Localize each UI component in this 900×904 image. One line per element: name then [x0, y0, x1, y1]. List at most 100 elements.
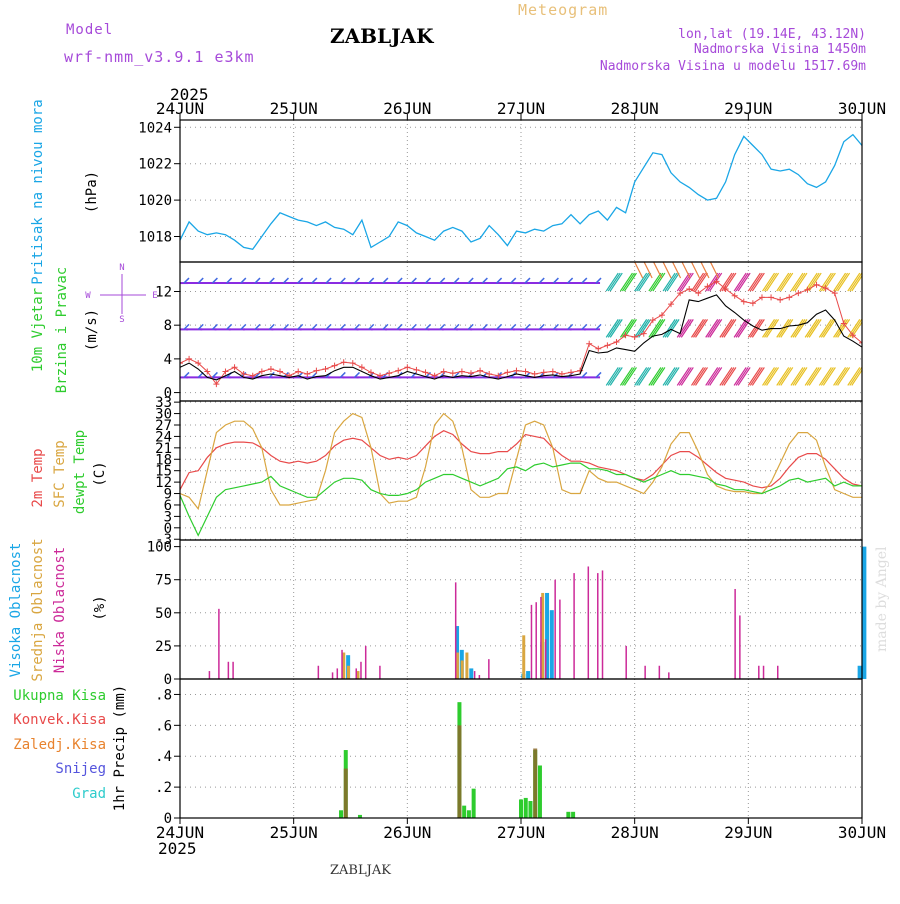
- wind-barb-hatch: [822, 319, 836, 338]
- wind-barb-hatch: [818, 319, 832, 338]
- wind-gust-marker: [377, 372, 384, 379]
- wind-yunit: (m/s): [84, 309, 100, 351]
- wind-gust-marker: [786, 294, 793, 301]
- axes-layer: 101810201022102404812-303691215182124273…: [138, 99, 886, 842]
- xtick-label-bottom: 27JUN: [497, 823, 545, 842]
- precip-total-bar: [566, 811, 571, 818]
- wind-barb-hatch: [861, 289, 862, 292]
- cloud-low-bar: [473, 671, 476, 679]
- wind-barb-flag: [268, 277, 275, 284]
- wind-barb-flag: [481, 323, 488, 330]
- wind-barb-flag: [197, 323, 204, 330]
- wind-barb-hatch: [818, 272, 832, 292]
- wind-barb-hatch: [609, 319, 623, 338]
- wind-barb-flag: [581, 323, 588, 330]
- wind-gust-marker: [440, 368, 447, 375]
- wind-gust-marker: [831, 290, 838, 297]
- wind-barb-hatch: [835, 319, 849, 338]
- wind-gust-marker: [531, 371, 538, 378]
- wind-barb-hatch: [866, 319, 878, 337]
- wind-barb-hatch: [780, 272, 794, 292]
- wind-barb-hatch: [820, 367, 834, 386]
- wind-barb-flag: [510, 323, 517, 330]
- ytick-label: .2: [155, 780, 172, 796]
- wind-barb-hatch: [806, 367, 820, 386]
- wind-barb-hatch: [721, 319, 735, 338]
- wind-gust-marker: [768, 294, 775, 301]
- wind-barb-hatch: [621, 319, 635, 338]
- xtick-label-bottom: 25JUN: [270, 823, 318, 842]
- wind-barb-hatch: [623, 367, 637, 386]
- coords-label: lon,lat (19.14E, 43.12N): [678, 27, 866, 42]
- wind-barb-hatch: [849, 367, 862, 386]
- wind-barb-hatch: [719, 367, 733, 386]
- wind-gust-marker: [513, 367, 520, 374]
- wind-barb-hatch: [709, 262, 719, 279]
- model-elevation-label: Nadmorska Visina u modelu 1517.69m: [600, 59, 866, 74]
- wind-barb-hatch: [762, 272, 776, 292]
- wind-barb-hatch: [820, 319, 834, 338]
- wind-gust-marker: [222, 368, 229, 375]
- model-label: Model: [66, 22, 113, 38]
- wind-barb-flag: [211, 323, 218, 330]
- wind-barb-hatch: [691, 367, 704, 386]
- wind-gust-marker: [467, 370, 474, 377]
- wind-barb-flag: [567, 277, 574, 284]
- cloud-mid-bar: [455, 652, 459, 679]
- wind-barb-hatch: [864, 367, 876, 385]
- ytick-label: 8: [164, 318, 172, 334]
- wind-barb-hatch: [723, 367, 737, 386]
- wind-gust-marker: [258, 368, 265, 375]
- cloud-low-bar: [573, 573, 575, 679]
- xtick-label-bottom: 24JUN: [156, 823, 204, 842]
- wind-gust-marker: [240, 371, 247, 378]
- xtick-label-top: 29JUN: [724, 99, 772, 118]
- ytick-label: 75: [155, 573, 172, 589]
- cloud-low-bar: [644, 665, 646, 679]
- wind-barb-hatch: [792, 272, 806, 292]
- wind-gust-marker: [395, 367, 402, 374]
- precip-total-bar: [571, 811, 576, 818]
- ytick-label: 0: [164, 672, 172, 688]
- wind-barb-hatch: [636, 319, 650, 338]
- wind-barb-flag: [240, 277, 247, 284]
- wind-barb-hatch: [864, 273, 876, 291]
- xtick-label-top: 24JUN: [156, 99, 204, 118]
- wind-barb-hatch: [837, 367, 851, 386]
- wind-barb-hatch: [678, 367, 692, 386]
- ytick-label: 9: [164, 487, 172, 503]
- temp-2m-line: [179, 430, 863, 490]
- wind-barb-hatch: [847, 319, 861, 338]
- wind-gust-marker: [249, 372, 256, 379]
- cloud-mid-bar: [465, 652, 469, 679]
- wind-barb-hatch: [806, 272, 820, 292]
- wind-barb-hatch: [864, 319, 876, 337]
- xtick-label-bottom: 26JUN: [383, 823, 431, 842]
- wind-barb-flag: [211, 277, 218, 284]
- xtick-label-top: 28JUN: [611, 99, 659, 118]
- cloud-low-bar: [777, 665, 779, 679]
- ytick-label: 24: [155, 429, 172, 445]
- cloud-low-bar: [658, 665, 661, 679]
- legend-freezing-rain: Zaledj.Kisa: [13, 737, 106, 753]
- wind-barb-hatch: [707, 367, 721, 386]
- wind-gust-marker: [277, 368, 284, 375]
- wind-gust-marker: [449, 370, 456, 377]
- ytick-label: 25: [155, 639, 172, 655]
- wind-barb-hatch: [680, 272, 694, 292]
- cloud-mid-bar: [541, 592, 545, 679]
- wind-gust-marker: [413, 366, 420, 373]
- wind-barb-hatch: [737, 272, 751, 292]
- wind-barb-flag: [211, 371, 218, 378]
- wind-barb-flag: [496, 323, 503, 330]
- wind-barb-hatch: [636, 272, 650, 292]
- wind-barb-hatch: [623, 319, 637, 338]
- wind-barb-flag: [268, 323, 275, 330]
- wind-gust-marker: [649, 317, 656, 324]
- cloud-low-bar: [208, 671, 211, 679]
- wind-barb-hatch: [638, 367, 652, 386]
- wind-barb-hatch: [861, 384, 862, 386]
- precip-conv-bar: [343, 768, 348, 818]
- wind-barb-hatch: [607, 367, 621, 386]
- wind-barb-hatch: [605, 272, 619, 292]
